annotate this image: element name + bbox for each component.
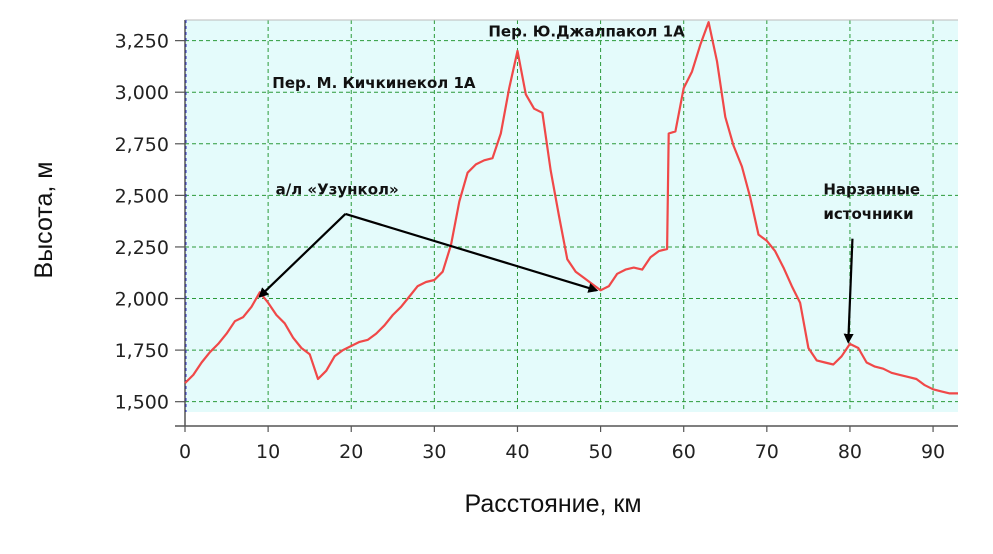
- x-tick-label: 20: [339, 441, 363, 463]
- grid-lines: [184, 20, 958, 412]
- annotation-label: Нарзанные: [823, 180, 920, 198]
- y-axis-title: Высота, м: [30, 162, 58, 279]
- x-tick-label: 80: [838, 441, 862, 463]
- x-tick-label: 50: [588, 441, 612, 463]
- x-tick-label: 60: [672, 441, 696, 463]
- y-tick-label: 2,750: [115, 134, 169, 156]
- annotation-label: а/л «Узункол»: [276, 180, 399, 198]
- y-ticks: 1,500 1,750 2,000 2,250 2,500 2,750 3,000 3,250: [115, 31, 185, 414]
- annotation-arrow: [843, 238, 854, 344]
- x-tick-label: 30: [422, 441, 446, 463]
- y-tick-label: 2,250: [115, 237, 169, 259]
- x-tick-label: 90: [921, 441, 945, 463]
- x-tick-label: 0: [179, 441, 191, 463]
- plot-area: [185, 20, 958, 412]
- axes: [175, 19, 958, 427]
- x-tick-label: 40: [505, 441, 529, 463]
- y-tick-label: 2,500: [115, 185, 169, 207]
- annotation-arrows: [258, 212, 854, 344]
- x-ticks: 0 10 20 30 40 50 60 70 80 90: [179, 426, 945, 463]
- x-tick-label: 10: [256, 441, 280, 463]
- y-tick-label: 3,000: [115, 82, 169, 104]
- x-axis-title: Расстояние, км: [464, 490, 641, 518]
- annotation-label: Пер. М. Кичкинекол 1А: [272, 74, 476, 92]
- y-tick-label: 1,500: [115, 392, 169, 414]
- annotation-arrow: [345, 212, 599, 293]
- y-tick-label: 2,000: [115, 289, 169, 311]
- series-line: [184, 21, 958, 395]
- annotation-label: Пер. Ю.Джалпакол 1А: [488, 23, 685, 41]
- annotation-label: источники: [823, 205, 913, 223]
- annotations: Пер. М. Кичкинекол 1А Пер. Ю.Джалпакол 1А…: [272, 23, 920, 224]
- y-tick-label: 1,750: [115, 340, 169, 362]
- x-tick-label: 70: [755, 441, 779, 463]
- annotation-arrow: [258, 213, 347, 298]
- y-tick-label: 3,250: [115, 31, 169, 53]
